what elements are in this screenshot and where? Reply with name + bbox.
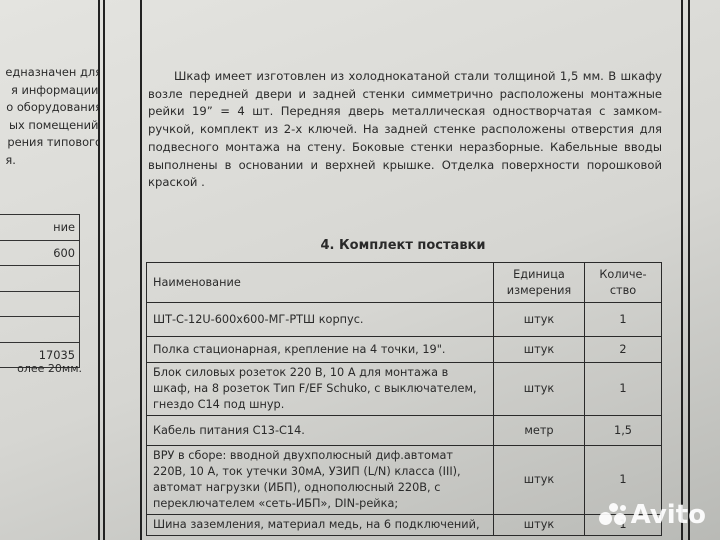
delivery-set-table: Наименование Единица измерения Количе-ст…: [146, 262, 662, 536]
table-row: ВРУ в сборе: вводной двухполюсный диф.ав…: [146, 445, 662, 515]
table-row: ШТ-С-12U-600х600-МГ-РТШ корпус. штук 1: [146, 302, 662, 337]
page-border: [688, 0, 690, 540]
page-border: [140, 0, 142, 540]
left-page-table: ние 600 17035: [0, 214, 80, 368]
cell-name: ШТ-С-12U-600х600-МГ-РТШ корпус.: [146, 302, 494, 337]
table-cell: [0, 290, 80, 317]
text-line: я информации,: [10, 82, 100, 97]
avito-watermark: Avito: [598, 500, 706, 530]
left-page-note: олее 20мм.: [17, 362, 82, 375]
cell-unit: штук: [493, 302, 585, 337]
left-page-text: едназначен для я информации, о оборудова…: [5, 64, 100, 169]
page-border: [681, 0, 683, 540]
left-page: едназначен для я информации, о оборудова…: [0, 0, 100, 540]
cell-unit: метр: [493, 415, 585, 446]
cell-unit: штук: [493, 445, 585, 515]
section-title: 4. Комплект поставки: [320, 238, 486, 253]
cell-name: Полка стационарная, крепление на 4 точки…: [146, 336, 494, 363]
page-border: [98, 0, 100, 540]
avito-wordmark: Avito: [630, 500, 706, 530]
cell-unit: штук: [493, 336, 585, 363]
cell-name: Кабель питания С13-С14.: [146, 415, 494, 446]
table-cell: [0, 316, 80, 343]
table-cell: 17035: [0, 341, 80, 368]
header-unit: Единица измерения: [493, 262, 585, 303]
text-line: я.: [5, 152, 16, 167]
cell-name: Шина заземления, материал медь, на 6 под…: [146, 514, 494, 536]
cell-qty: 1: [584, 362, 662, 416]
table-header-row: Наименование Единица измерения Количе-ст…: [146, 262, 662, 303]
cell-qty: 1,5: [584, 415, 662, 446]
header-qty: Количе-ство: [584, 262, 662, 303]
avito-logo-icon: [598, 503, 627, 527]
cell-unit: штук: [493, 362, 585, 416]
cell-qty: 1: [584, 445, 662, 515]
description-text: Шкаф имеет изготовлен из холоднокатаной …: [148, 69, 662, 190]
cell-qty: 1: [584, 302, 662, 337]
text-line: ых помещений.: [9, 117, 100, 132]
cell-qty: 2: [584, 336, 662, 363]
table-cell: ние: [0, 214, 80, 241]
table-row: Полка стационарная, крепление на 4 точки…: [146, 336, 662, 363]
table-cell: [0, 265, 80, 292]
text-line: рения типового: [7, 135, 100, 149]
cell-name: Блок силовых розеток 220 В, 10 А для мон…: [146, 362, 494, 416]
table-row: Кабель питания С13-С14. метр 1,5: [146, 415, 662, 446]
page-border: [103, 0, 105, 540]
cell-unit: штук: [493, 514, 585, 536]
table-cell: 600: [0, 239, 80, 266]
description-paragraph: Шкаф имеет изготовлен из холоднокатаной …: [148, 68, 662, 192]
cell-name: ВРУ в сборе: вводной двухполюсный диф.ав…: [146, 445, 494, 515]
text-line: о оборудования: [6, 100, 100, 114]
text-line: едназначен для: [5, 65, 100, 79]
table-row: Шина заземления, материал медь, на 6 под…: [146, 514, 662, 536]
header-name: Наименование: [146, 262, 494, 303]
table-row: Блок силовых розеток 220 В, 10 А для мон…: [146, 362, 662, 416]
